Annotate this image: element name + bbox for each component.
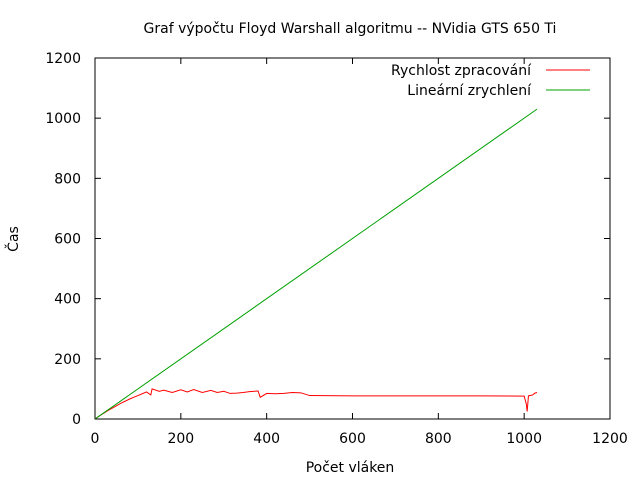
y-tick-label: 600 — [54, 232, 81, 248]
x-tick-label: 600 — [339, 431, 366, 447]
legend-label: Rychlost zpracování — [391, 63, 532, 79]
series-line-2 — [95, 108, 538, 420]
y-axis-label: Čas — [4, 226, 22, 252]
x-tick-label: 0 — [91, 431, 100, 447]
x-axis-label: Počet vláken — [306, 460, 395, 476]
x-tick-label: 400 — [253, 431, 280, 447]
x-tick-label: 1000 — [506, 431, 542, 447]
y-tick-label: 200 — [54, 352, 81, 368]
series-group — [95, 108, 538, 420]
legend: Rychlost zpracování Lineární zrychlení — [391, 63, 590, 99]
chart-title: Graf výpočtu Floyd Warshall algoritmu --… — [144, 21, 557, 37]
y-tick-label: 800 — [54, 171, 81, 187]
y-tick-label: 1000 — [45, 111, 81, 127]
y-axis: 0 200 400 600 800 1000 1200 — [45, 51, 610, 428]
legend-label: Lineární zrychlení — [407, 83, 532, 99]
y-tick-label: 0 — [72, 412, 81, 428]
y-tick-label: 400 — [54, 292, 81, 308]
y-tick-label: 1200 — [45, 51, 81, 67]
x-tick-label: 1200 — [592, 431, 628, 447]
x-axis: 0 200 400 600 800 1000 1200 — [91, 58, 628, 447]
series-line-1 — [95, 388, 538, 420]
x-tick-label: 200 — [167, 431, 194, 447]
x-tick-label: 800 — [425, 431, 452, 447]
